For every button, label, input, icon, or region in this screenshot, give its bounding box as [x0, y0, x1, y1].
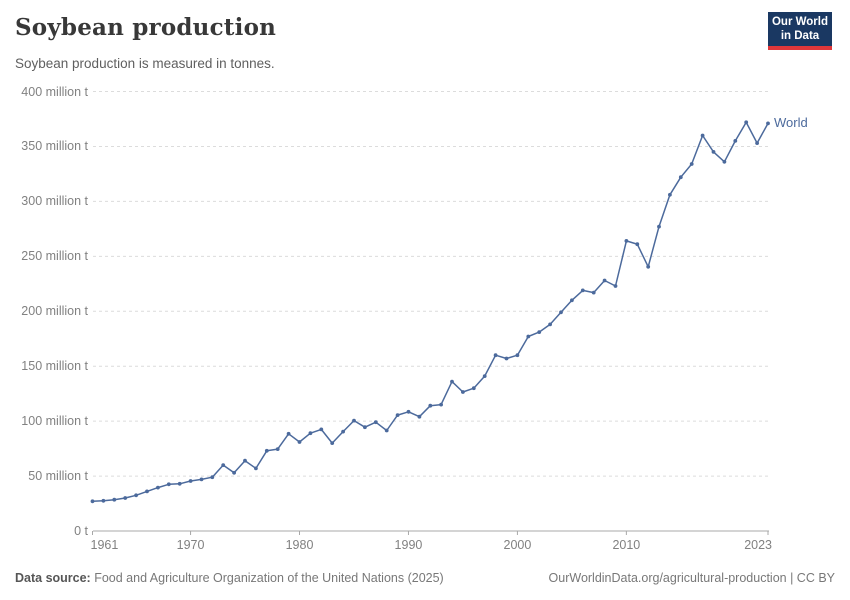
- data-point[interactable]: [766, 121, 770, 126]
- credit-link[interactable]: OurWorldinData.org/agricultural-producti…: [548, 571, 835, 585]
- data-point[interactable]: [243, 458, 247, 463]
- data-point[interactable]: [406, 409, 411, 414]
- data-point[interactable]: [580, 288, 585, 293]
- y-axis-tick-label: 250 million t: [21, 249, 88, 264]
- series-line-world[interactable]: [92, 121, 769, 503]
- data-point[interactable]: [537, 330, 542, 334]
- data-point[interactable]: [678, 175, 683, 180]
- data-point[interactable]: [156, 485, 160, 490]
- owid-logo[interactable]: Our World in Data: [768, 12, 832, 50]
- y-axis-tick-label: 300 million t: [21, 194, 88, 209]
- y-axis-tick-label: 200 million t: [21, 304, 88, 319]
- data-point[interactable]: [308, 431, 313, 436]
- y-axis-tick-label: 0 t: [74, 524, 88, 538]
- series-label-world[interactable]: World: [774, 115, 808, 130]
- data-point[interactable]: [90, 499, 95, 504]
- chart-subtitle: Soybean production is measured in tonnes…: [15, 56, 275, 71]
- data-point[interactable]: [210, 475, 215, 480]
- data-point[interactable]: [428, 403, 433, 408]
- data-point[interactable]: [352, 418, 356, 423]
- data-point[interactable]: [384, 428, 389, 433]
- y-axis-tick-label: 400 million t: [21, 84, 88, 99]
- data-point[interactable]: [461, 390, 465, 394]
- data-point[interactable]: [744, 120, 749, 125]
- data-point[interactable]: [166, 482, 171, 487]
- data-point[interactable]: [275, 447, 280, 451]
- x-axis-tick-label: 1980: [285, 538, 314, 552]
- data-point[interactable]: [134, 493, 139, 498]
- data-point[interactable]: [624, 239, 629, 243]
- data-point[interactable]: [264, 448, 269, 453]
- data-point[interactable]: [689, 162, 694, 166]
- data-point[interactable]: [101, 498, 106, 503]
- data-point[interactable]: [635, 242, 640, 247]
- y-axis-tick-label: 150 million t: [21, 359, 88, 374]
- data-point[interactable]: [341, 429, 345, 434]
- data-point[interactable]: [646, 264, 651, 269]
- x-axis-tick-label: 1970: [176, 538, 205, 552]
- data-point[interactable]: [493, 353, 498, 358]
- data-point[interactable]: [711, 150, 716, 154]
- data-point[interactable]: [188, 479, 193, 483]
- data-source-text: Food and Agriculture Organization of the…: [90, 571, 444, 585]
- data-point[interactable]: [373, 420, 378, 425]
- data-point[interactable]: [657, 224, 661, 229]
- data-point[interactable]: [450, 379, 454, 384]
- data-point[interactable]: [254, 466, 258, 471]
- logo-line-1: Our World: [771, 16, 828, 28]
- data-point[interactable]: [602, 278, 607, 283]
- data-point[interactable]: [548, 322, 552, 327]
- data-point[interactable]: [395, 413, 400, 417]
- x-axis-tick-label: 1990: [394, 538, 423, 552]
- y-axis-tick-label: 100 million t: [21, 414, 88, 429]
- data-point[interactable]: [471, 386, 476, 391]
- x-axis-tick-label: 2023: [744, 538, 772, 552]
- data-point[interactable]: [417, 414, 422, 419]
- data-point[interactable]: [145, 489, 149, 494]
- data-point[interactable]: [199, 477, 204, 482]
- data-point[interactable]: [591, 290, 596, 295]
- data-point[interactable]: [700, 133, 705, 138]
- data-point[interactable]: [515, 353, 520, 358]
- data-point[interactable]: [570, 298, 574, 303]
- data-point[interactable]: [755, 141, 759, 146]
- data-point[interactable]: [733, 139, 738, 143]
- data-point[interactable]: [559, 310, 563, 315]
- y-axis-tick-label: 350 million t: [21, 139, 88, 154]
- x-axis-tick-label: 2000: [503, 538, 532, 552]
- data-point[interactable]: [319, 427, 324, 432]
- page-title: Soybean production: [15, 14, 277, 41]
- data-point[interactable]: [123, 496, 128, 500]
- data-source-label: Data source:: [15, 571, 91, 585]
- data-point[interactable]: [112, 497, 117, 502]
- data-point[interactable]: [286, 431, 291, 436]
- y-axis-tick-label: 50 million t: [28, 469, 88, 484]
- data-point[interactable]: [722, 159, 727, 164]
- data-point[interactable]: [526, 334, 531, 339]
- x-axis-tick-label: 2010: [612, 538, 641, 552]
- data-point[interactable]: [221, 463, 226, 467]
- data-point[interactable]: [482, 374, 487, 378]
- x-axis-tick-label: 1961: [90, 538, 119, 552]
- data-point[interactable]: [232, 470, 237, 475]
- data-point[interactable]: [363, 425, 367, 430]
- data-point[interactable]: [668, 192, 672, 197]
- data-point[interactable]: [330, 441, 335, 445]
- data-point[interactable]: [439, 402, 443, 407]
- logo-line-2: in Data: [780, 30, 820, 42]
- data-point[interactable]: [177, 481, 182, 486]
- data-source: Data source: Food and Agriculture Organi…: [15, 571, 444, 585]
- data-point[interactable]: [613, 284, 618, 288]
- data-point[interactable]: [504, 356, 509, 361]
- data-point[interactable]: [297, 440, 302, 444]
